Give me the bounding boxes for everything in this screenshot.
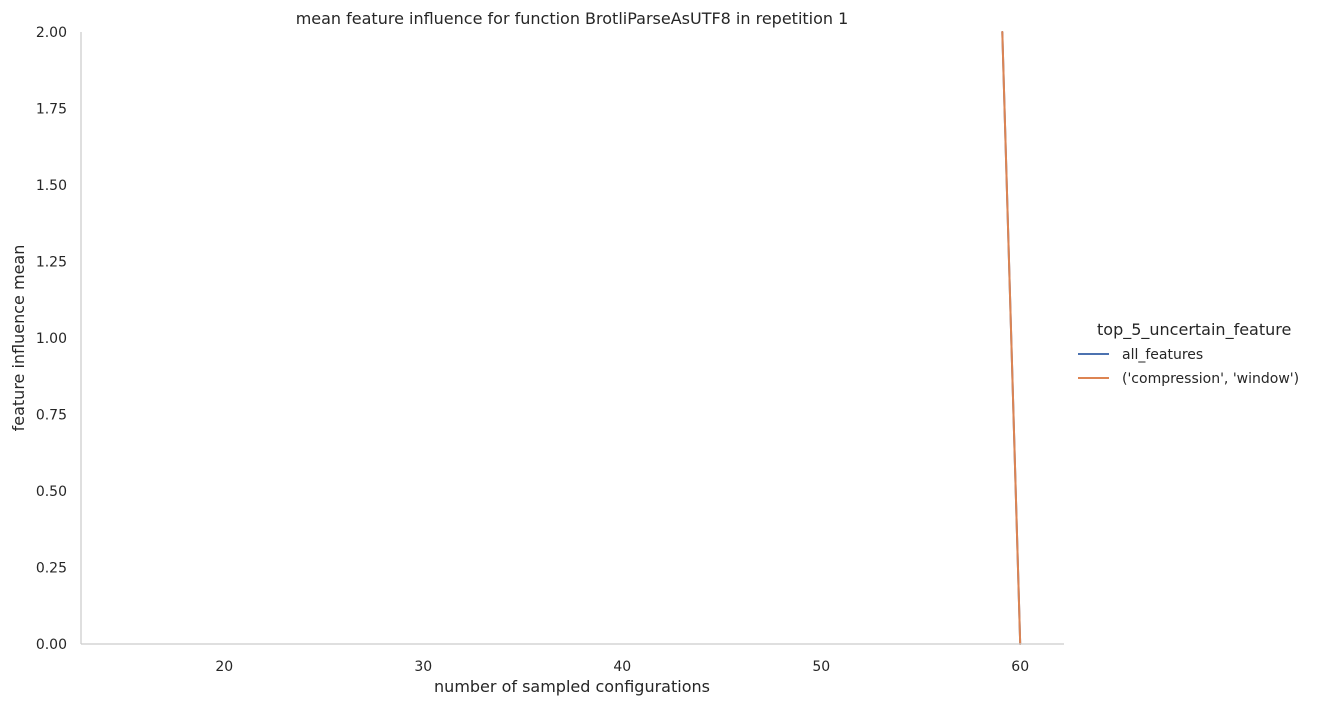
x-tick-label: 50 xyxy=(812,659,830,675)
y-tick-label: 1.75 xyxy=(36,102,67,118)
legend: top_5_uncertain_feature all_features ('co… xyxy=(1078,320,1299,387)
y-tick-label: 1.50 xyxy=(36,178,67,194)
x-tick-label: 20 xyxy=(215,659,233,675)
x-axis-ticks: 20 30 40 50 60 xyxy=(215,659,1029,675)
series-line-1 xyxy=(1001,31,1022,645)
y-tick-label: 0.25 xyxy=(36,561,67,577)
y-tick-label: 1.00 xyxy=(36,331,67,347)
plot-area xyxy=(1001,31,1022,645)
x-tick-label: 30 xyxy=(414,659,432,675)
x-tick-label: 60 xyxy=(1011,659,1029,675)
x-tick-label: 40 xyxy=(613,659,631,675)
chart-title: mean feature influence for function Brot… xyxy=(296,9,849,28)
x-axis-label: number of sampled configurations xyxy=(434,677,710,696)
y-tick-label: 0.75 xyxy=(36,408,67,424)
y-axis-label: feature influence mean xyxy=(9,245,28,432)
y-axis-ticks: 0.00 0.25 0.50 0.75 1.00 1.25 1.50 1.75 2.00 xyxy=(36,25,67,653)
y-tick-label: 1.25 xyxy=(36,255,67,271)
y-tick-label: 2.00 xyxy=(36,25,67,41)
legend-label-0: all_features xyxy=(1122,347,1203,363)
y-tick-label: 0.50 xyxy=(36,484,67,500)
legend-title: top_5_uncertain_feature xyxy=(1097,320,1291,340)
y-tick-label: 0.00 xyxy=(36,637,67,653)
legend-label-1: ('compression', 'window') xyxy=(1122,371,1299,387)
